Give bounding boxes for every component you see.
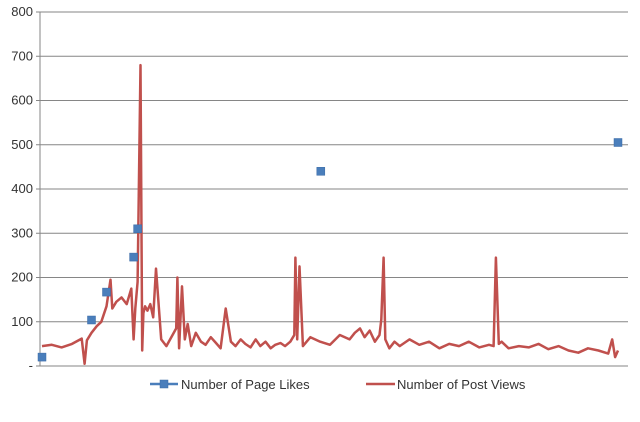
y-tick-label-600: 600: [11, 93, 33, 108]
legend: Number of Page Likes Number of Post View…: [150, 377, 526, 392]
y-tick-label-500: 500: [11, 137, 33, 152]
page-likes-point-1: [87, 315, 96, 325]
page-likes-point-4: [133, 224, 142, 234]
y-tick-label-300: 300: [11, 225, 33, 240]
y-tick-label-800: 800: [11, 4, 33, 19]
y-tick-label-100: 100: [11, 314, 33, 329]
page-likes-point-5: [316, 167, 326, 176]
legend-post-views-label: Number of Post Views: [397, 377, 526, 392]
y-tick-label-400: 400: [11, 181, 33, 196]
y-tick-label-700: 700: [11, 48, 33, 63]
legend-item-page-likes: Number of Page Likes: [150, 377, 310, 392]
y-tick-labels: - 100 200 300 400 500 600 700 800: [11, 4, 40, 373]
series-layer: [37, 63, 623, 366]
y-tick-label-0: -: [29, 358, 33, 373]
legend-page-likes-marker: [159, 379, 169, 389]
page-likes-point-2: [102, 287, 111, 297]
legend-page-likes-label: Number of Page Likes: [181, 377, 310, 392]
gridlines: [40, 11, 628, 323]
series-line-post-views: [41, 63, 620, 366]
y-tick-label-200: 200: [11, 270, 33, 285]
page-likes-point-6: [613, 138, 623, 147]
page-likes-point-3: [129, 252, 138, 262]
legend-item-post-views: Number of Post Views: [366, 377, 526, 392]
page-likes-point-0: [37, 352, 47, 362]
